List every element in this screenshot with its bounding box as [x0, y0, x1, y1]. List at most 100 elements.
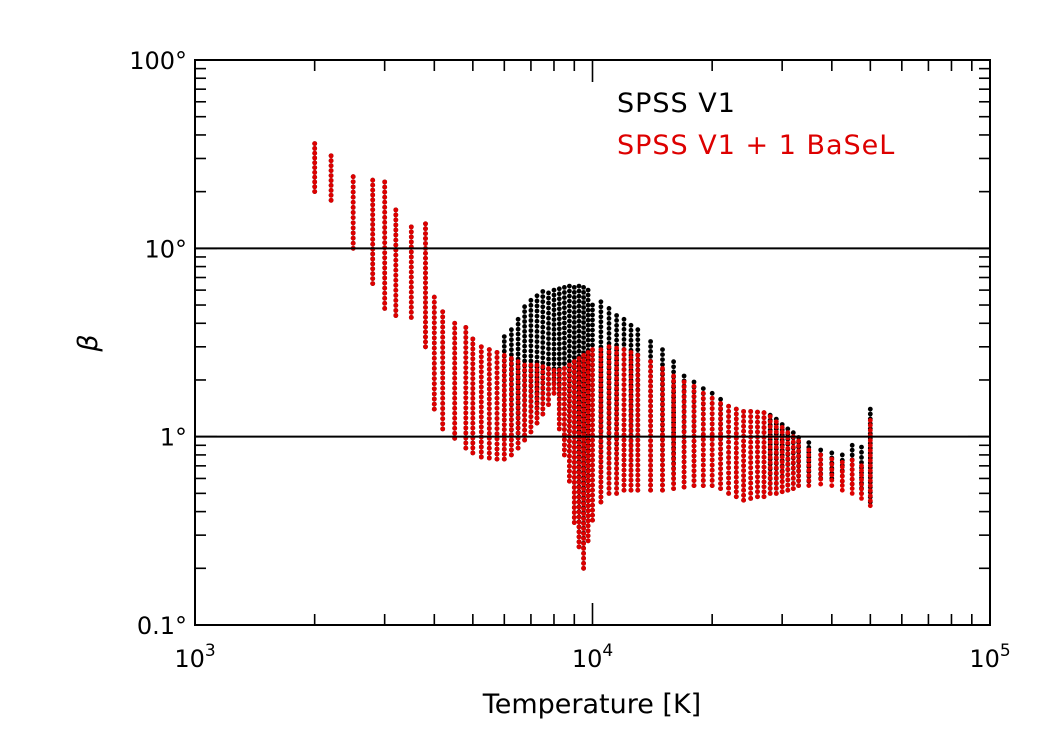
data-point [571, 359, 577, 365]
data-point [700, 462, 706, 468]
data-point [806, 478, 812, 483]
data-point [486, 411, 492, 417]
data-point [534, 415, 540, 421]
data-point [598, 408, 604, 413]
data-point [741, 438, 746, 444]
y-tick-label: 100° [129, 47, 187, 75]
data-point [567, 382, 572, 388]
data-point [590, 517, 595, 523]
data-point [660, 391, 665, 397]
data-point [567, 393, 572, 398]
data-point [867, 503, 873, 509]
data-point [859, 486, 864, 492]
data-point [741, 428, 746, 434]
data-point [849, 442, 855, 448]
data-point [470, 361, 476, 367]
data-point [515, 440, 521, 446]
data-point [534, 382, 540, 387]
data-point [709, 483, 715, 488]
data-point [571, 439, 577, 445]
data-point [598, 398, 604, 403]
data-point [635, 437, 641, 443]
data-point [576, 400, 582, 406]
data-point [440, 360, 446, 366]
data-point [463, 380, 469, 386]
data-point [494, 385, 500, 391]
data-point [581, 516, 586, 522]
data-point [648, 359, 653, 365]
series-2-points [312, 141, 873, 571]
data-point [733, 416, 739, 422]
data-point [408, 254, 414, 260]
data-point [562, 422, 567, 427]
data-point [648, 398, 653, 404]
data-point [581, 496, 586, 502]
data-point [581, 300, 586, 305]
data-point [528, 429, 534, 435]
data-point [567, 313, 572, 319]
data-point [718, 441, 723, 446]
data-point [581, 422, 586, 428]
data-point [562, 427, 567, 432]
data-point [628, 389, 634, 395]
data-point [598, 357, 604, 363]
data-point [691, 408, 697, 414]
data-point [350, 199, 356, 205]
data-point [350, 184, 356, 190]
data-point [859, 455, 864, 460]
data-point [796, 443, 801, 449]
data-point [671, 403, 676, 408]
data-point [528, 383, 534, 388]
data-point [818, 447, 824, 453]
data-point [614, 430, 619, 436]
data-point [614, 318, 619, 323]
data-point [509, 396, 514, 402]
data-point [463, 335, 469, 340]
data-point [581, 565, 586, 571]
data-point [796, 438, 801, 444]
data-point [571, 429, 577, 435]
data-point [576, 288, 582, 294]
data-point [621, 487, 627, 493]
data-point [585, 508, 591, 514]
data-point [839, 464, 845, 470]
data-point [571, 379, 577, 385]
data-point [571, 520, 577, 525]
data-point [470, 381, 476, 386]
data-point [598, 324, 604, 330]
data-point [562, 371, 567, 376]
data-point [576, 544, 582, 550]
data-point [681, 464, 687, 470]
data-point [635, 337, 641, 343]
data-point [648, 384, 653, 389]
data-point [614, 350, 619, 356]
data-point [562, 437, 567, 443]
data-point [382, 275, 388, 281]
data-point [470, 405, 476, 411]
data-point [556, 407, 562, 412]
data-point [590, 467, 595, 473]
data-point [660, 442, 665, 447]
data-point [621, 387, 627, 393]
data-point [635, 422, 641, 428]
data-point [785, 466, 791, 472]
data-point [382, 194, 388, 200]
data-point [671, 412, 676, 418]
data-point [581, 491, 586, 497]
data-point [509, 422, 514, 427]
data-point [382, 250, 388, 256]
data-point [606, 415, 612, 420]
data-point [567, 358, 572, 364]
data-point [440, 401, 446, 406]
data-point [408, 224, 414, 230]
data-point [556, 296, 562, 302]
data-point [393, 272, 399, 278]
data-point [501, 382, 507, 388]
data-point [546, 381, 551, 387]
data-point [648, 477, 653, 483]
data-point [779, 444, 785, 450]
data-point [576, 390, 582, 396]
data-point [576, 499, 582, 505]
data-point [648, 379, 653, 384]
data-point [567, 333, 572, 339]
